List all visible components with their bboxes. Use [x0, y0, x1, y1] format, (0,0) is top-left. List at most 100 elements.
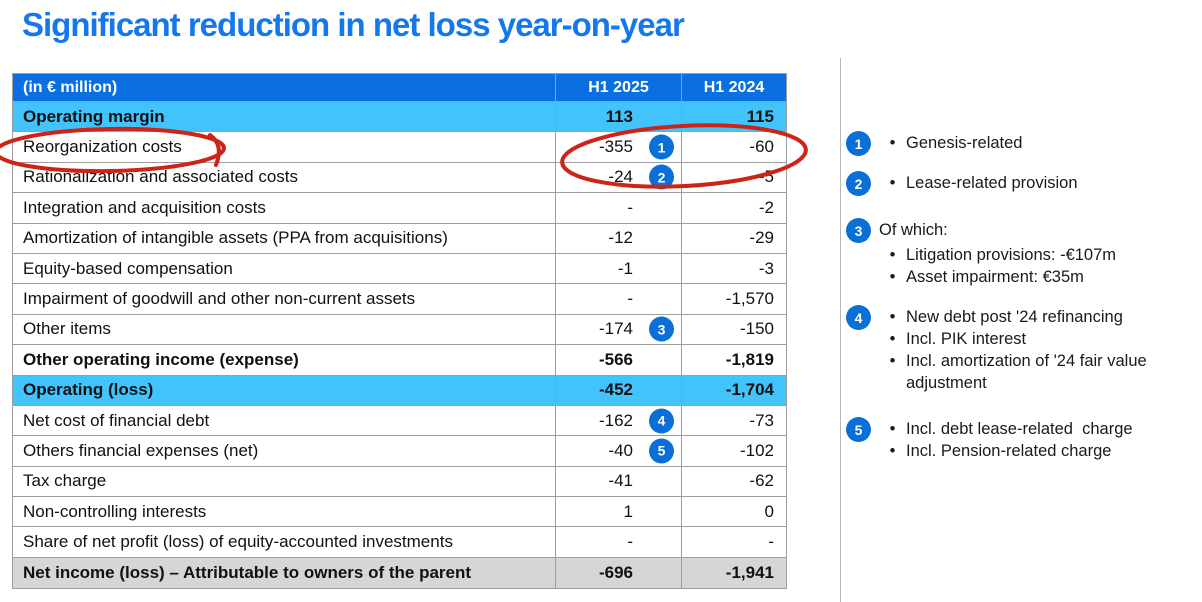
note-1-badge: 1 — [846, 131, 871, 156]
note-heading: Of which: — [879, 221, 948, 239]
note-text: Litigation provisions: -€107m — [906, 246, 1117, 264]
note-4-badge: 4 — [846, 305, 871, 330]
cell-value: -696 — [598, 563, 633, 583]
divider-line — [840, 58, 841, 602]
row-label: Net income (loss) – Attributable to owne… — [23, 563, 472, 583]
row-label: Operating (loss) — [23, 380, 154, 400]
bullet-icon — [879, 132, 906, 154]
value-h1-2025: -696 — [555, 557, 681, 589]
note-3-badge: 3 — [846, 218, 871, 243]
table-row-operating-loss: Operating (loss) -452 -1,704 — [13, 375, 786, 406]
value-h1-2024: -1,570 — [681, 284, 786, 314]
cell-value: -1,819 — [725, 349, 774, 369]
value-h1-2024: 0 — [681, 497, 786, 527]
table-row-rationalization-costs: Rationalization and associated costs -24… — [13, 162, 786, 194]
cell-value: -355 — [598, 137, 633, 157]
note-3: 3 Of which: Litigation provisions: -€107… — [846, 218, 1116, 288]
bullet-icon — [879, 418, 906, 440]
cell-value: -29 — [749, 228, 774, 248]
cell-value: - — [768, 532, 774, 552]
value-h1-2025: -162 4 — [555, 405, 681, 436]
value-h1-2024: -1,819 — [681, 345, 786, 375]
column-header-h1-2025: H1 2025 — [555, 74, 681, 101]
note-badge-1: 1 — [649, 134, 674, 160]
table-row-integration-costs: Integration and acquisition costs - -2 — [13, 193, 786, 224]
cell-value: 0 — [764, 501, 774, 521]
value-h1-2025: -452 — [555, 375, 681, 405]
value-h1-2025: - — [555, 193, 681, 223]
table-row-share-net-profit-equity: Share of net profit (loss) of equity-acc… — [13, 527, 786, 558]
table-row-non-controlling-interests: Non-controlling interests 1 0 — [13, 497, 786, 528]
row-label: Impairment of goodwill and other non-cur… — [23, 289, 416, 309]
cell-value: - — [627, 532, 633, 552]
bullet-icon — [879, 440, 906, 462]
value-h1-2025: -174 3 — [555, 314, 681, 345]
bullet-icon — [879, 350, 906, 372]
value-h1-2025: 1 — [555, 497, 681, 527]
cell-value: -1,704 — [725, 380, 774, 400]
row-label: Operating margin — [23, 106, 165, 126]
cell-value: -41 — [608, 471, 633, 491]
cell-value: 1 — [623, 501, 633, 521]
row-label: Reorganization costs — [23, 137, 182, 157]
value-h1-2024: -3 — [681, 253, 786, 284]
row-label: Rationalization and associated costs — [23, 167, 298, 187]
financial-table: (in € million) H1 2025 H1 2024 Operating… — [12, 73, 787, 590]
bullet-icon — [879, 266, 906, 288]
table-row-other-operating-income: Other operating income (expense) -566 -1… — [13, 345, 786, 376]
note-text: Genesis-related — [906, 134, 1023, 152]
cell-value: -40 — [608, 440, 633, 460]
table-row-net-income-loss: Net income (loss) – Attributable to owne… — [13, 557, 786, 589]
unit-header: (in € million) — [23, 78, 118, 96]
value-h1-2024: -60 — [681, 132, 786, 162]
value-h1-2024: -102 — [681, 436, 786, 466]
cell-value: -73 — [749, 410, 774, 430]
cell-value: -102 — [739, 440, 774, 460]
cell-value: 115 — [746, 106, 774, 126]
row-label: Others financial expenses (net) — [23, 440, 259, 460]
note-badge-3: 3 — [649, 316, 674, 342]
notes-panel: 1 Genesis-related 2 Lease-related provis… — [846, 0, 1198, 602]
cell-value: -150 — [739, 319, 774, 339]
value-h1-2024: -1,941 — [681, 557, 786, 589]
row-label: Other items — [23, 319, 111, 339]
note-text: New debt post '24 refinancing — [906, 308, 1123, 326]
value-h1-2024: -29 — [681, 223, 786, 253]
value-h1-2025: 113 — [555, 102, 681, 132]
table-row-amortization-intangibles: Amortization of intangible assets (PPA f… — [13, 223, 786, 254]
cell-value: -12 — [608, 228, 633, 248]
cell-value: - — [627, 197, 633, 217]
cell-value: -3 — [758, 258, 774, 278]
value-h1-2025: -355 1 — [555, 132, 681, 162]
note-text: Incl. amortization of '24 fair value adj… — [906, 352, 1152, 392]
table-row-other-financial-expenses: Others financial expenses (net) -40 5 -10… — [13, 436, 786, 467]
value-h1-2024: -5 — [681, 162, 786, 193]
row-label: Share of net profit (loss) of equity-acc… — [23, 532, 453, 552]
value-h1-2024: -62 — [681, 466, 786, 497]
cell-value: -1 — [617, 258, 633, 278]
cell-value: -566 — [598, 349, 633, 369]
table-row-tax-charge: Tax charge -41 -62 — [13, 466, 786, 498]
value-h1-2024: 115 — [681, 102, 786, 132]
table-row-reorganization-costs: Reorganization costs -355 1 -60 — [13, 132, 786, 163]
note-2-badge: 2 — [846, 171, 871, 196]
note-1: 1 Genesis-related — [846, 131, 1022, 156]
note-5: 5 Incl. debt lease-related charge Incl. … — [846, 417, 1133, 462]
row-label: Non-controlling interests — [23, 501, 207, 521]
value-h1-2025: -41 — [555, 466, 681, 497]
column-header-h1-2024: H1 2024 — [681, 74, 786, 101]
cell-value: -452 — [598, 380, 633, 400]
note-text: Lease-related provision — [906, 174, 1078, 192]
value-h1-2025: -566 — [555, 345, 681, 375]
cell-value: -1,941 — [725, 563, 774, 583]
value-h1-2025: -12 — [555, 223, 681, 253]
cell-value: -162 — [598, 410, 633, 430]
table-row-net-cost-financial-debt: Net cost of financial debt -162 4 -73 — [13, 405, 786, 437]
table-row-equity-compensation: Equity-based compensation -1 -3 — [13, 253, 786, 285]
bullet-icon — [879, 172, 906, 194]
value-h1-2024: -1,704 — [681, 375, 786, 405]
note-badge-4: 4 — [649, 408, 674, 434]
cell-value: -2 — [758, 197, 774, 217]
note-5-badge: 5 — [846, 417, 871, 442]
value-h1-2024: - — [681, 527, 786, 557]
